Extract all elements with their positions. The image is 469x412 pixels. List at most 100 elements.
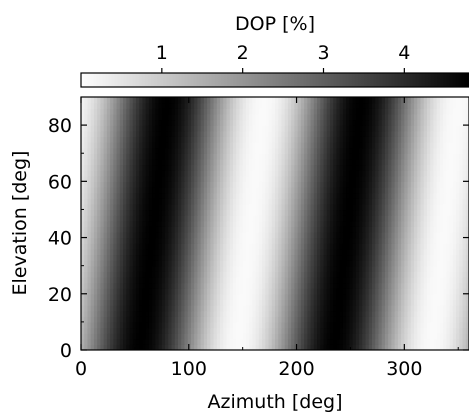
heatmap-cell xyxy=(336,338,341,345)
heatmap-cell xyxy=(236,119,241,126)
heatmap-cell xyxy=(284,333,289,340)
heatmap-cell xyxy=(452,192,457,199)
heatmap-cell xyxy=(333,299,338,306)
heatmap-cell xyxy=(145,175,150,182)
heatmap-cell xyxy=(210,186,215,194)
heatmap-cell xyxy=(375,305,380,312)
heatmap-cell xyxy=(307,226,312,233)
heatmap-cell xyxy=(333,158,338,166)
heatmap-cell xyxy=(300,186,305,194)
heatmap-cell xyxy=(145,321,150,329)
heatmap-cell xyxy=(190,282,195,289)
heatmap-cell xyxy=(375,215,380,222)
heatmap-cell xyxy=(145,203,150,211)
heatmap-cell xyxy=(135,265,140,272)
heatmap-cell xyxy=(359,203,363,211)
heatmap-cell xyxy=(135,276,140,284)
heatmap-cell xyxy=(229,231,234,239)
heatmap-cell xyxy=(171,136,176,143)
heatmap-cell xyxy=(436,141,441,149)
heatmap-cell xyxy=(339,186,344,194)
heatmap-cell xyxy=(365,181,370,188)
heatmap-cell xyxy=(433,209,438,216)
heatmap-cell xyxy=(258,192,263,199)
heatmap-cell xyxy=(275,220,279,227)
heatmap-cell xyxy=(226,147,231,154)
heatmap-cell xyxy=(174,316,179,323)
heatmap-cell xyxy=(342,271,347,278)
heatmap-cell xyxy=(391,215,396,222)
heatmap-cell xyxy=(252,299,257,306)
heatmap-cell xyxy=(423,203,428,211)
heatmap-cell xyxy=(139,260,144,267)
heatmap-cell xyxy=(433,119,438,126)
heatmap-cell xyxy=(129,141,134,149)
heatmap-cell xyxy=(401,215,405,222)
heatmap-cell xyxy=(113,113,118,121)
heatmap-cell xyxy=(129,254,134,261)
heatmap-cell xyxy=(103,198,108,205)
heatmap-cell xyxy=(381,271,386,278)
heatmap-cell xyxy=(378,271,383,278)
heatmap-cell xyxy=(168,209,173,216)
heatmap-cell xyxy=(462,125,467,132)
heatmap-cell xyxy=(165,170,169,177)
heatmap-cell xyxy=(220,113,224,121)
heatmap-cell xyxy=(190,293,195,300)
heatmap-cell xyxy=(239,164,244,171)
heatmap-cell xyxy=(174,305,179,312)
heatmap-cell xyxy=(203,125,208,132)
heatmap-cell xyxy=(346,215,350,222)
heatmap-cell xyxy=(126,265,131,272)
heatmap-cell xyxy=(384,248,389,256)
heatmap-cell xyxy=(161,113,166,121)
heatmap-cell xyxy=(245,344,250,350)
heatmap-cell xyxy=(465,276,469,284)
heatmap-cell xyxy=(368,175,373,182)
heatmap-cell xyxy=(378,327,383,334)
heatmap-cell xyxy=(116,192,121,199)
heatmap-cell xyxy=(135,198,140,205)
heatmap-cell xyxy=(97,119,101,126)
heatmap-cell xyxy=(171,192,176,199)
heatmap-cell xyxy=(268,333,273,340)
heatmap-cell xyxy=(329,170,334,177)
heatmap-cell xyxy=(97,215,101,222)
heatmap-cell xyxy=(236,310,241,317)
heatmap-cell xyxy=(174,333,179,340)
heatmap-cell xyxy=(239,333,244,340)
heatmap-cell xyxy=(326,288,331,295)
heatmap-cell xyxy=(161,130,166,137)
heatmap-cell xyxy=(174,299,179,306)
heatmap-cell xyxy=(294,316,299,323)
heatmap-cell xyxy=(119,248,124,256)
heatmap-cell xyxy=(433,215,438,222)
heatmap-cell xyxy=(355,147,360,154)
heatmap-cell xyxy=(252,147,257,154)
heatmap-cell xyxy=(384,260,389,267)
heatmap-cell xyxy=(216,153,221,160)
heatmap-cell xyxy=(242,186,247,194)
heatmap-cell xyxy=(391,282,396,289)
heatmap-cell xyxy=(449,321,454,329)
heatmap-cell xyxy=(420,181,425,188)
heatmap-cell xyxy=(210,248,215,256)
heatmap-cell xyxy=(132,260,137,267)
heatmap-cell xyxy=(93,215,98,222)
heatmap-cell xyxy=(220,170,224,177)
heatmap-cell xyxy=(207,181,211,188)
heatmap-cell xyxy=(430,215,435,222)
colorbar-tick-label: 3 xyxy=(317,42,329,64)
heatmap-cell xyxy=(446,254,451,261)
heatmap-cell xyxy=(203,293,208,300)
heatmap-cell xyxy=(135,299,140,306)
heatmap-cell xyxy=(368,310,373,317)
heatmap-cell xyxy=(342,226,347,233)
heatmap-cell xyxy=(106,327,111,334)
heatmap-cell xyxy=(216,243,221,250)
heatmap-cell xyxy=(210,260,215,267)
heatmap-cell xyxy=(258,282,263,289)
heatmap-cell xyxy=(462,265,467,272)
heatmap-cell xyxy=(375,310,380,317)
heatmap-cell xyxy=(397,254,402,261)
